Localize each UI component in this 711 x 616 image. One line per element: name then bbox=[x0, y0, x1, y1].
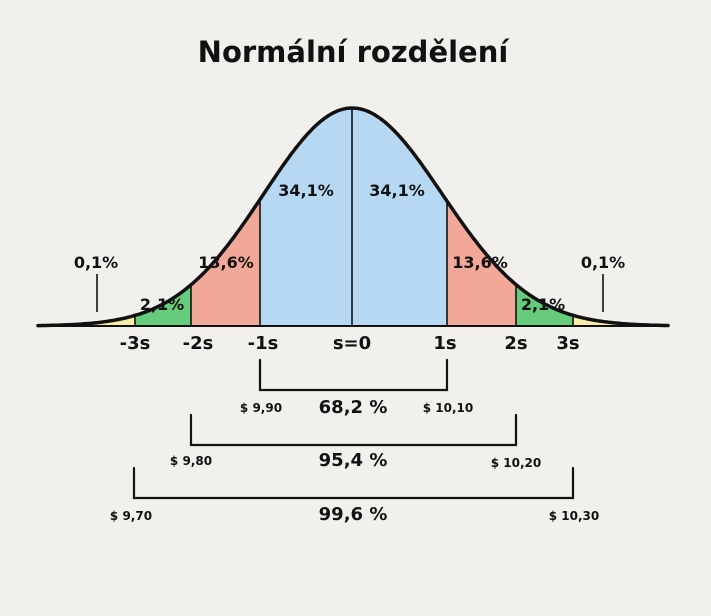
range-bracket-2s bbox=[189, 413, 518, 447]
range-3s-percent: 99,6 % bbox=[319, 504, 388, 525]
axis-label-p1: 1s bbox=[433, 333, 456, 354]
range-3s-low: $ 9,70 bbox=[110, 509, 152, 523]
axis-label-p2: 2s bbox=[504, 333, 527, 354]
range-1s-percent: 68,2 % bbox=[319, 397, 388, 418]
bell-curve bbox=[36, 106, 670, 328]
band1-left-region bbox=[191, 199, 260, 326]
band2-right-label: 2,1% bbox=[521, 295, 565, 314]
range-1s-low: $ 9,90 bbox=[240, 401, 282, 415]
page-title: Normální rozdělení bbox=[198, 35, 511, 69]
band1-right-label: 13,6% bbox=[452, 253, 508, 272]
axis-label-m3: -3s bbox=[120, 333, 151, 354]
range-bracket-3s bbox=[132, 466, 575, 500]
tail-left-label: 0,1% bbox=[74, 253, 118, 272]
range-2s-high: $ 10,20 bbox=[491, 456, 541, 470]
range-2s-low: $ 9,80 bbox=[170, 454, 212, 468]
band1-left-label: 13,6% bbox=[198, 253, 254, 272]
axis-label-m2: -2s bbox=[183, 333, 214, 354]
band2-left-label: 2,1% bbox=[140, 295, 184, 314]
range-3s-high: $ 10,30 bbox=[549, 509, 599, 523]
center-right-label: 34,1% bbox=[369, 181, 425, 200]
range-bracket-1s bbox=[258, 358, 449, 392]
center-left-region bbox=[260, 108, 352, 326]
axis-label-p3: 3s bbox=[556, 333, 579, 354]
tail-right-region bbox=[573, 315, 668, 326]
tail-left-region bbox=[38, 315, 135, 326]
axis-label-zero: s=0 bbox=[333, 333, 371, 354]
tail-right-label: 0,1% bbox=[581, 253, 625, 272]
center-left-label: 34,1% bbox=[278, 181, 334, 200]
range-1s-high: $ 10,10 bbox=[423, 401, 473, 415]
band1-right-region bbox=[447, 201, 516, 326]
range-2s-percent: 95,4 % bbox=[319, 450, 388, 471]
axis-label-m1: -1s bbox=[248, 333, 279, 354]
center-right-region bbox=[352, 108, 447, 326]
